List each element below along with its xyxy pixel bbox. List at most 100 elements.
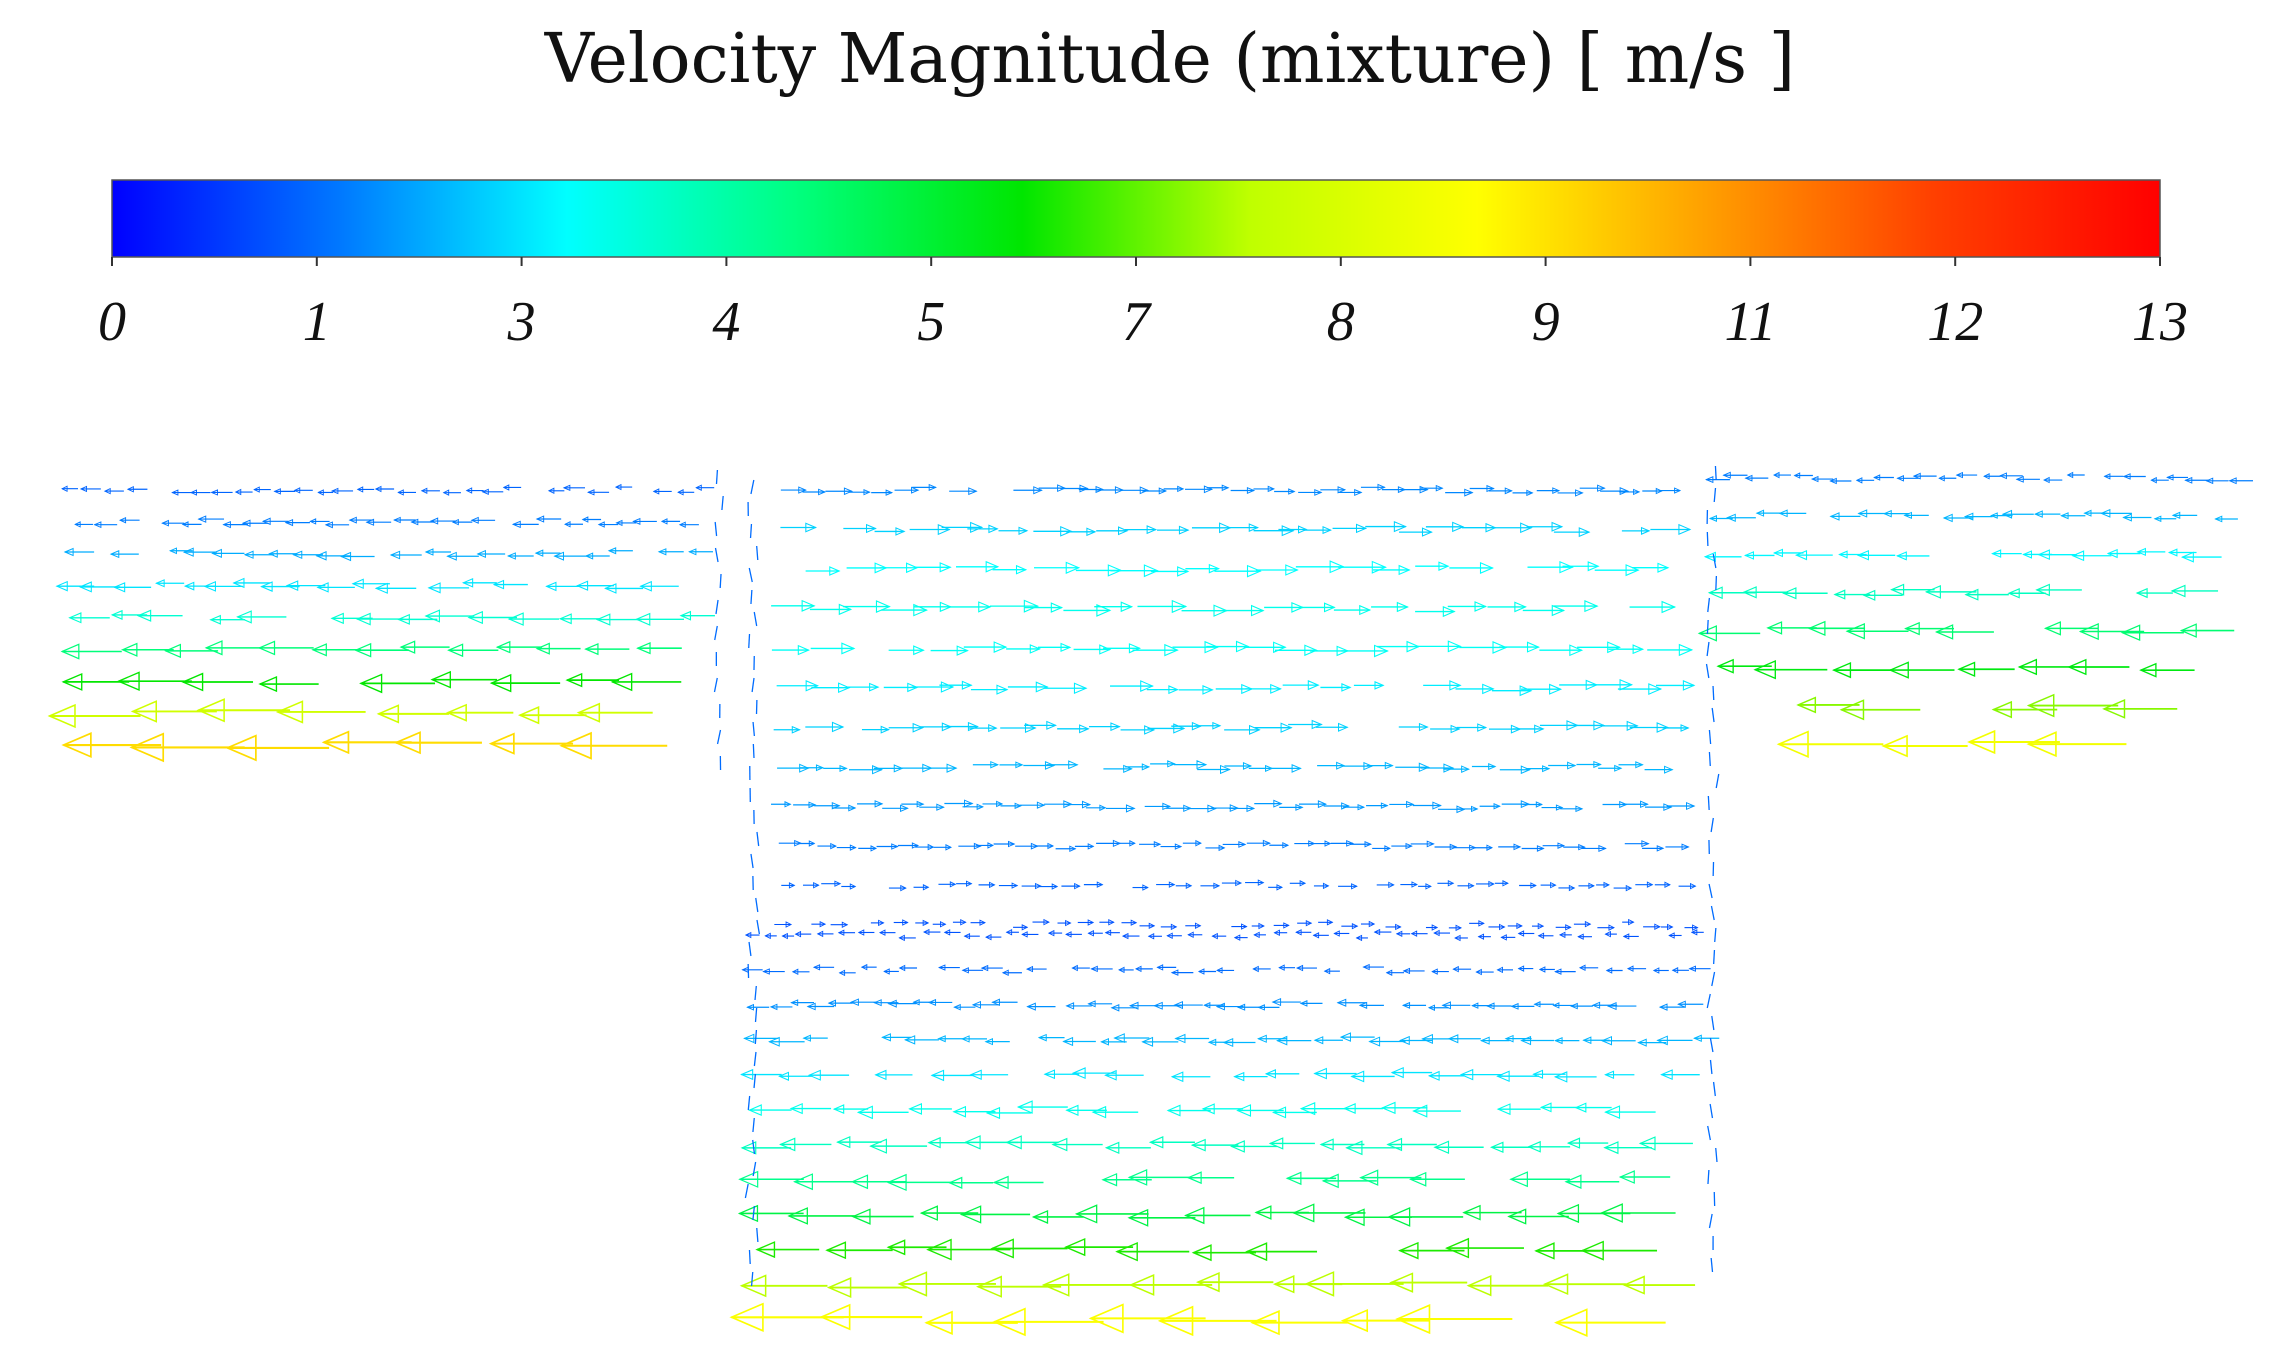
velocity-arrow (63, 547, 95, 557)
velocity-arrow (750, 853, 754, 869)
velocity-arrow (798, 840, 816, 847)
velocity-arrow (1096, 486, 1124, 494)
velocity-arrow (1147, 933, 1162, 940)
velocity-arrow (1431, 968, 1449, 975)
velocity-arrow (984, 1038, 1010, 1046)
velocity-arrow (1796, 696, 1860, 714)
velocity-arrow (447, 643, 499, 658)
velocity-arrow (181, 521, 202, 528)
velocity-arrow (793, 1173, 859, 1191)
velocity-arrow (1512, 724, 1545, 734)
velocity-arrow (1873, 474, 1894, 481)
velocity-arrow (535, 642, 581, 655)
velocity-arrow (1127, 1169, 1192, 1186)
velocity-arrow (467, 610, 518, 625)
velocity-arrow (807, 1069, 850, 1081)
velocity-arrow (1313, 882, 1330, 890)
velocity-arrow (1671, 967, 1689, 974)
velocity-arrow (959, 1205, 1031, 1224)
velocity-arrow (714, 547, 719, 563)
velocity-arrow (1150, 566, 1190, 577)
velocity-arrow (1336, 998, 1367, 1007)
velocity-arrow (1134, 965, 1153, 973)
velocity-arrow (204, 640, 263, 656)
velocity-arrow (1500, 934, 1516, 941)
velocity-arrow (1510, 1002, 1535, 1010)
velocity-arrow (1230, 486, 1256, 495)
velocity-arrow (998, 882, 1019, 889)
velocity-arrow (1065, 527, 1097, 537)
velocity-arrow (1635, 881, 1654, 888)
velocity-arrow (1360, 483, 1386, 491)
velocity-arrow (998, 526, 1029, 535)
velocity-arrow (1557, 489, 1584, 497)
velocity-arrow (1624, 840, 1650, 848)
velocity-arrow (768, 1036, 805, 1047)
velocity-arrow (374, 582, 417, 594)
velocity-arrow (1644, 765, 1674, 774)
velocity-arrow (1705, 663, 1710, 679)
velocity-arrow (1536, 487, 1561, 495)
velocity-arrow (1063, 800, 1092, 809)
colorbar: 0 1 3 4 5 7 8 9 11 12 13 (98, 179, 2188, 353)
velocity-arrow (1570, 1002, 1593, 1010)
velocity-arrow (1598, 764, 1623, 772)
velocity-arrow (1032, 918, 1050, 926)
velocity-arrow (1656, 1035, 1693, 1046)
velocity-arrow (930, 1069, 974, 1082)
velocity-arrow (635, 612, 684, 626)
velocity-arrow (424, 548, 452, 556)
velocity-arrow (756, 919, 761, 935)
velocity-arrow (1456, 723, 1488, 732)
velocity-arrow (841, 883, 857, 890)
velocity-arrow (502, 484, 522, 491)
velocity-arrow (1564, 1174, 1620, 1189)
velocity-arrow (1619, 488, 1641, 496)
velocity-arrow (933, 844, 952, 851)
velocity-arrow (752, 1161, 757, 1177)
velocity-arrow (1233, 1071, 1268, 1082)
velocity-arrow (1186, 1171, 1235, 1185)
velocity-arrow (1185, 922, 1202, 929)
velocity-arrow (1601, 720, 1639, 731)
velocity-arrow (1471, 763, 1497, 771)
velocity-arrow (857, 929, 875, 936)
velocity-arrow (1191, 522, 1232, 534)
velocity-arrow (893, 919, 909, 926)
velocity-arrow (927, 998, 953, 1006)
velocity-arrow (488, 732, 574, 755)
velocity-arrow (1489, 1141, 1533, 1154)
velocity-arrow (748, 567, 753, 583)
velocity-arrow (1476, 880, 1495, 888)
velocity-arrow (1504, 1034, 1532, 1043)
velocity-arrow (1013, 486, 1043, 495)
velocity-arrow (1132, 884, 1149, 891)
velocity-arrow (275, 700, 366, 724)
velocity-arrow (2139, 662, 2195, 678)
velocity-arrow (2007, 587, 2046, 599)
velocity-arrow (420, 487, 440, 495)
velocity-arrow (429, 517, 456, 525)
velocity-arrow (581, 516, 602, 523)
velocity-arrow (1013, 924, 1029, 931)
velocity-arrow (1110, 1004, 1138, 1012)
velocity-arrow (1391, 842, 1413, 850)
velocity-arrow (2043, 476, 2063, 484)
velocity-arrow (1115, 1241, 1190, 1262)
velocity-arrow (1083, 881, 1104, 888)
velocity-arrow (253, 486, 271, 493)
velocity-arrow (1074, 843, 1095, 850)
velocity-arrow (1713, 949, 1716, 965)
velocity-arrow (992, 1307, 1104, 1337)
velocity-arrow (1096, 526, 1129, 536)
velocity-arrow (1991, 700, 2058, 719)
velocity-arrow (769, 1003, 793, 1011)
velocity-arrow (1362, 963, 1384, 971)
velocity-arrow (1488, 487, 1513, 495)
velocity-arrow (1359, 1169, 1422, 1186)
velocity-arrow (927, 1136, 970, 1149)
velocity-arrow (1023, 761, 1056, 770)
velocity-arrow (1888, 661, 1955, 679)
velocity-arrow (330, 487, 354, 495)
velocity-arrow (1253, 485, 1276, 493)
